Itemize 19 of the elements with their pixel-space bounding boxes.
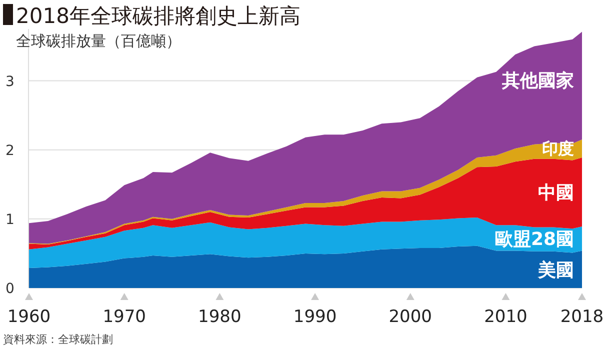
source-note: 資料來源：全球碳計劃 bbox=[3, 333, 113, 346]
series-label: 歐盟28國 bbox=[494, 229, 574, 250]
x-tick-label: 1970 bbox=[102, 307, 146, 327]
x-tick-label: 1980 bbox=[198, 307, 242, 327]
x-tick-label: 1960 bbox=[7, 307, 51, 327]
series-label: 印度 bbox=[542, 139, 574, 158]
x-tick-label: 2018 bbox=[560, 307, 603, 327]
y-tick-label: 2 bbox=[6, 142, 14, 159]
series-label: 中國 bbox=[538, 182, 574, 204]
chart-subtitle: 全球碳排放量（百億噸） bbox=[16, 32, 181, 50]
x-tick-label: 2000 bbox=[388, 307, 432, 327]
y-tick-label: 0 bbox=[6, 281, 14, 297]
x-tick-label: 2010 bbox=[484, 307, 528, 327]
title: 2018年全球碳排將創史上新高 bbox=[3, 4, 300, 28]
series-label: 其他國家 bbox=[501, 70, 574, 92]
x-tick-label: 1990 bbox=[293, 307, 337, 327]
series-label: 美國 bbox=[537, 260, 574, 281]
y-tick-label: 3 bbox=[6, 74, 14, 90]
y-tick-label: 1 bbox=[6, 212, 14, 228]
